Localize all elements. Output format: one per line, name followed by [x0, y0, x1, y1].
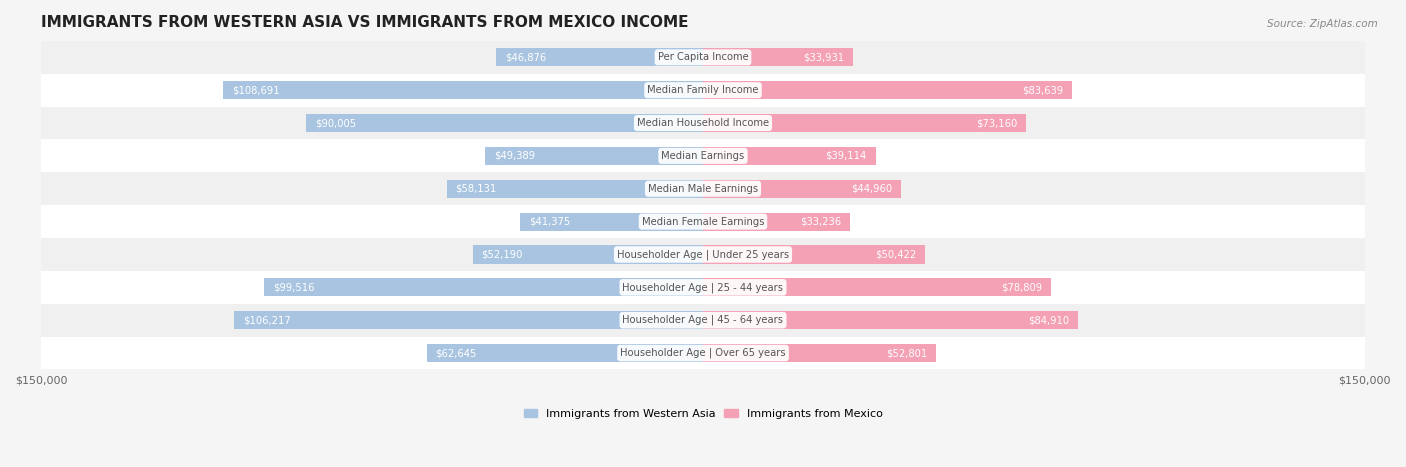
- Bar: [703, 147, 876, 165]
- Bar: [703, 114, 1026, 132]
- Bar: [41, 337, 1365, 369]
- Text: IMMIGRANTS FROM WESTERN ASIA VS IMMIGRANTS FROM MEXICO INCOME: IMMIGRANTS FROM WESTERN ASIA VS IMMIGRAN…: [41, 15, 689, 30]
- Bar: [235, 311, 703, 329]
- Bar: [703, 278, 1050, 297]
- Bar: [703, 212, 849, 231]
- Text: Median Family Income: Median Family Income: [647, 85, 759, 95]
- Bar: [472, 246, 703, 263]
- Text: $52,801: $52,801: [886, 348, 927, 358]
- Bar: [703, 311, 1077, 329]
- Bar: [41, 41, 1365, 74]
- Legend: Immigrants from Western Asia, Immigrants from Mexico: Immigrants from Western Asia, Immigrants…: [519, 404, 887, 423]
- Bar: [41, 304, 1365, 337]
- Bar: [703, 344, 936, 362]
- Bar: [41, 271, 1365, 304]
- Text: Median Earnings: Median Earnings: [661, 151, 745, 161]
- Bar: [703, 48, 852, 66]
- Text: Source: ZipAtlas.com: Source: ZipAtlas.com: [1267, 19, 1378, 28]
- Text: Median Household Income: Median Household Income: [637, 118, 769, 128]
- Text: Median Male Earnings: Median Male Earnings: [648, 184, 758, 194]
- Text: $44,960: $44,960: [852, 184, 893, 194]
- Bar: [41, 106, 1365, 140]
- Bar: [447, 180, 703, 198]
- Bar: [703, 180, 901, 198]
- Text: Householder Age | 25 - 44 years: Householder Age | 25 - 44 years: [623, 282, 783, 293]
- Bar: [426, 344, 703, 362]
- Text: $62,645: $62,645: [436, 348, 477, 358]
- Bar: [703, 246, 925, 263]
- Bar: [41, 74, 1365, 106]
- Text: $90,005: $90,005: [315, 118, 356, 128]
- Text: $108,691: $108,691: [232, 85, 280, 95]
- Text: Householder Age | Over 65 years: Householder Age | Over 65 years: [620, 348, 786, 358]
- Text: $99,516: $99,516: [273, 283, 315, 292]
- Text: $52,190: $52,190: [482, 249, 523, 260]
- Text: $39,114: $39,114: [825, 151, 866, 161]
- Bar: [520, 212, 703, 231]
- Bar: [703, 81, 1071, 99]
- Text: Householder Age | Under 25 years: Householder Age | Under 25 years: [617, 249, 789, 260]
- Text: $33,931: $33,931: [803, 52, 844, 62]
- Bar: [41, 140, 1365, 172]
- Bar: [307, 114, 703, 132]
- Text: $83,639: $83,639: [1022, 85, 1063, 95]
- Text: $106,217: $106,217: [243, 315, 291, 325]
- Text: $49,389: $49,389: [494, 151, 536, 161]
- Text: $41,375: $41,375: [529, 217, 571, 226]
- Bar: [264, 278, 703, 297]
- Text: $58,131: $58,131: [456, 184, 496, 194]
- Text: $50,422: $50,422: [876, 249, 917, 260]
- Text: $46,876: $46,876: [505, 52, 547, 62]
- Text: $73,160: $73,160: [976, 118, 1017, 128]
- Text: Householder Age | 45 - 64 years: Householder Age | 45 - 64 years: [623, 315, 783, 325]
- Text: $78,809: $78,809: [1001, 283, 1042, 292]
- Text: Per Capita Income: Per Capita Income: [658, 52, 748, 62]
- Bar: [41, 205, 1365, 238]
- Bar: [485, 147, 703, 165]
- Text: Median Female Earnings: Median Female Earnings: [641, 217, 765, 226]
- Bar: [41, 238, 1365, 271]
- Text: $84,910: $84,910: [1028, 315, 1069, 325]
- Text: $33,236: $33,236: [800, 217, 841, 226]
- Bar: [224, 81, 703, 99]
- Bar: [41, 172, 1365, 205]
- Bar: [496, 48, 703, 66]
